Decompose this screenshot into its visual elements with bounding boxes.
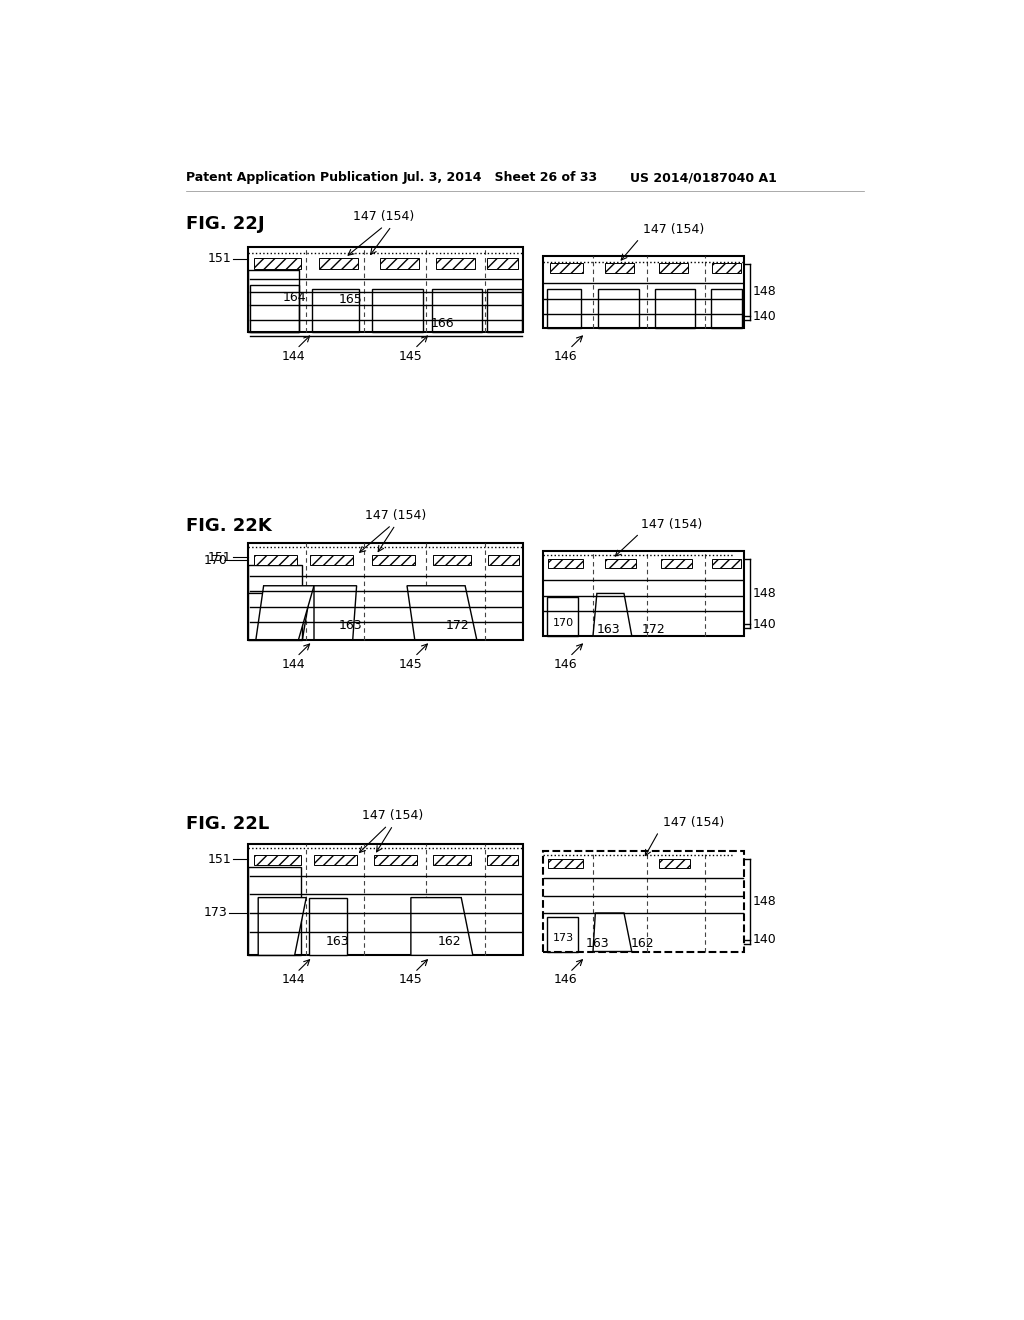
- Bar: [380, 257, 419, 268]
- Text: 145: 145: [399, 350, 423, 363]
- Polygon shape: [411, 898, 473, 956]
- Polygon shape: [593, 594, 632, 636]
- Text: 151: 151: [207, 550, 231, 564]
- Text: 148: 148: [753, 587, 776, 601]
- Text: 163: 163: [597, 623, 621, 636]
- Bar: [655, 289, 695, 327]
- Bar: [248, 867, 301, 956]
- Bar: [486, 289, 521, 331]
- Bar: [543, 256, 744, 327]
- Text: 173: 173: [204, 907, 227, 920]
- Text: 144: 144: [282, 350, 305, 363]
- Text: FIG. 22K: FIG. 22K: [186, 516, 272, 535]
- Bar: [248, 271, 299, 331]
- Text: 166: 166: [430, 317, 454, 330]
- Bar: [548, 558, 583, 568]
- Text: 162: 162: [438, 935, 462, 948]
- Text: 147 (154): 147 (154): [353, 210, 415, 223]
- Text: 147 (154): 147 (154): [663, 816, 724, 829]
- Bar: [598, 289, 639, 327]
- Text: 144: 144: [282, 973, 305, 986]
- Bar: [658, 859, 690, 869]
- Bar: [250, 285, 299, 331]
- Text: Jul. 3, 2014   Sheet 26 of 33: Jul. 3, 2014 Sheet 26 of 33: [403, 172, 598, 185]
- Bar: [248, 247, 523, 331]
- Polygon shape: [308, 898, 347, 956]
- Bar: [550, 263, 583, 273]
- Polygon shape: [258, 898, 306, 956]
- Bar: [254, 855, 301, 866]
- Bar: [658, 263, 688, 273]
- Bar: [248, 544, 523, 640]
- Text: 148: 148: [753, 895, 776, 908]
- Text: Patent Application Publication: Patent Application Publication: [186, 172, 398, 185]
- Bar: [604, 263, 634, 273]
- Text: 163: 163: [326, 935, 349, 948]
- Bar: [254, 554, 297, 565]
- Text: 173: 173: [553, 933, 573, 944]
- Text: 163: 163: [586, 937, 609, 950]
- Text: 172: 172: [445, 619, 469, 632]
- Bar: [548, 859, 583, 869]
- Text: 172: 172: [642, 623, 666, 636]
- Bar: [432, 289, 482, 331]
- Bar: [547, 598, 578, 636]
- Bar: [486, 257, 518, 268]
- Bar: [375, 855, 417, 866]
- Bar: [604, 558, 636, 568]
- Text: 151: 151: [207, 252, 231, 265]
- Bar: [248, 843, 523, 956]
- Bar: [248, 565, 302, 640]
- Polygon shape: [248, 594, 310, 640]
- Bar: [432, 855, 471, 866]
- Bar: [543, 851, 744, 952]
- Bar: [310, 554, 352, 565]
- Bar: [254, 257, 301, 268]
- Polygon shape: [593, 913, 632, 952]
- Text: 145: 145: [399, 657, 423, 671]
- Text: US 2014/0187040 A1: US 2014/0187040 A1: [630, 172, 777, 185]
- Bar: [436, 257, 475, 268]
- Bar: [712, 263, 741, 273]
- Text: 148: 148: [753, 285, 776, 298]
- Text: 163: 163: [339, 619, 362, 632]
- Bar: [312, 289, 359, 331]
- Text: 145: 145: [399, 973, 423, 986]
- Text: 162: 162: [630, 937, 654, 950]
- Bar: [547, 289, 582, 327]
- Text: 165: 165: [339, 293, 362, 306]
- Polygon shape: [314, 586, 356, 640]
- Text: FIG. 22J: FIG. 22J: [186, 215, 265, 232]
- Text: 170: 170: [204, 554, 227, 566]
- Text: 170: 170: [553, 618, 573, 628]
- Bar: [319, 257, 358, 268]
- Text: 140: 140: [753, 310, 776, 323]
- Text: 147 (154): 147 (154): [641, 517, 702, 531]
- Text: 144: 144: [282, 657, 305, 671]
- Text: 147 (154): 147 (154): [365, 510, 426, 523]
- Text: 146: 146: [554, 350, 578, 363]
- Polygon shape: [407, 586, 477, 640]
- Bar: [662, 558, 692, 568]
- Text: 140: 140: [753, 618, 776, 631]
- Bar: [547, 917, 578, 952]
- Bar: [711, 289, 741, 327]
- Text: 146: 146: [554, 973, 578, 986]
- Bar: [372, 289, 423, 331]
- Text: FIG. 22L: FIG. 22L: [186, 816, 269, 833]
- Bar: [372, 554, 415, 565]
- Text: 147 (154): 147 (154): [362, 809, 424, 822]
- Text: 140: 140: [753, 933, 776, 946]
- Bar: [488, 554, 519, 565]
- Text: 147 (154): 147 (154): [643, 223, 705, 236]
- Bar: [712, 558, 741, 568]
- Bar: [543, 552, 744, 636]
- Text: 151: 151: [207, 853, 231, 866]
- Text: 146: 146: [554, 657, 578, 671]
- Bar: [432, 554, 471, 565]
- Text: 164: 164: [283, 290, 306, 304]
- Bar: [314, 855, 356, 866]
- Bar: [486, 855, 518, 866]
- Polygon shape: [256, 586, 314, 640]
